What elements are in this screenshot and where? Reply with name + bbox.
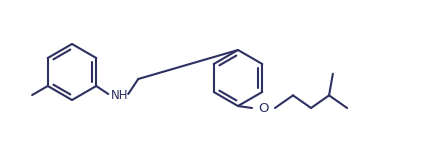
Text: O: O: [259, 102, 269, 114]
Text: NH: NH: [111, 88, 128, 102]
